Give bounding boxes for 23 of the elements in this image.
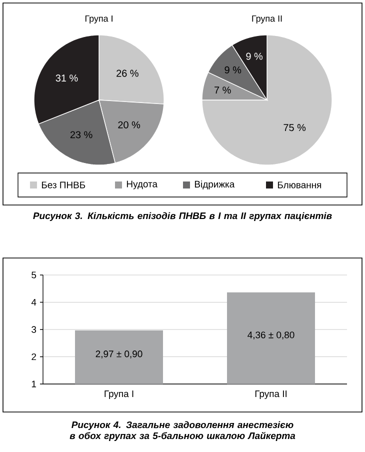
data-label: 31 %	[56, 74, 78, 82]
legend-label: Відрижка	[194, 180, 235, 190]
data-label: 2,97 ± 0,90	[96, 350, 142, 358]
data-label: 4,36 ± 0,80	[248, 332, 294, 340]
y-tick-label: 4	[31, 298, 36, 306]
y-tick-label: 5	[32, 272, 36, 278]
data-label: 7 %	[214, 86, 231, 94]
text: Рисунок 4. Загальне задоволення анестезією в обох групах за 5-бальною шкалою Лайкерта	[70, 421, 296, 441]
chart-title: Група I	[85, 15, 112, 24]
legend-label: Блювання	[278, 182, 322, 188]
data-label: 75 %	[284, 124, 306, 132]
data-label: 9 %	[246, 52, 263, 60]
legend-label: Без ПНВБ	[42, 182, 86, 188]
data-label: 23 %	[70, 131, 92, 138]
legend-label: Нудота	[126, 180, 158, 190]
y-tick-label: 1	[32, 380, 36, 388]
y-tick-label: 3	[32, 326, 36, 333]
data-label: 9 %	[224, 66, 242, 74]
y-tick-label: 2	[32, 353, 36, 360]
data-label: 26 %	[116, 70, 138, 77]
data-label: 20 %	[118, 121, 140, 128]
text: Рисунок 3. Кількість епізодів ПНВБ в І та ІІ групах пацієнтів	[33, 212, 332, 222]
chart-title: Група II	[252, 15, 282, 24]
